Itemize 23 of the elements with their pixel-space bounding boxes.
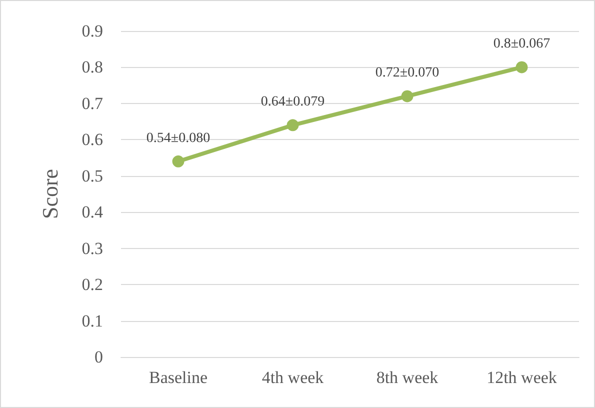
data-label: 0.54±0.080 bbox=[146, 130, 210, 146]
y-axis-title: Score bbox=[38, 168, 62, 220]
point bbox=[516, 61, 528, 74]
point bbox=[401, 90, 414, 102]
y-tick-label: 0.1 bbox=[82, 311, 103, 330]
data-label: 0.64±0.079 bbox=[260, 94, 325, 110]
y-tick-label: 0.4 bbox=[82, 202, 104, 222]
y-tick-label: 0.8 bbox=[82, 58, 103, 77]
y-tick-label: 0.3 bbox=[82, 238, 103, 258]
x-tick-label: 12th week bbox=[486, 368, 558, 387]
x-tick-label: 4th week bbox=[262, 368, 324, 387]
y-tick-label: 0.9 bbox=[82, 22, 103, 40]
y-tick-label: 0.6 bbox=[82, 130, 103, 150]
x-tick-label: Baseline bbox=[148, 368, 208, 387]
x-tick-label: 8th week bbox=[376, 368, 439, 387]
y-tick-label: 0.7 bbox=[82, 94, 104, 113]
y-tick-label: 0 bbox=[94, 348, 103, 366]
point bbox=[286, 119, 299, 132]
y-tick-label: 0.5 bbox=[82, 166, 103, 186]
point bbox=[172, 155, 184, 168]
y-tick-label: 0.2 bbox=[82, 275, 103, 294]
data-label: 0.72±0.070 bbox=[375, 66, 440, 81]
data-label: 0.8±0.067 bbox=[493, 36, 550, 52]
